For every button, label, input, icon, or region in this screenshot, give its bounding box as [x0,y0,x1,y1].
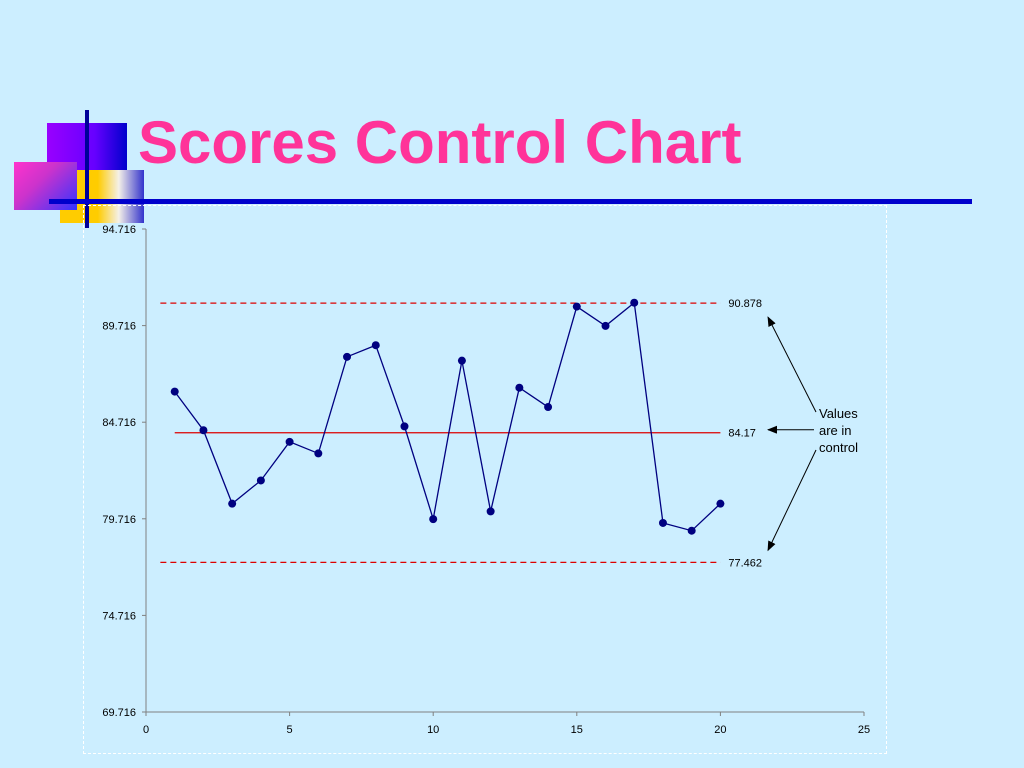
slide-title: Scores Control Chart [138,109,742,176]
center-line-label: 84.17 [728,428,756,440]
data-point [256,476,265,485]
data-point [371,341,380,350]
data-point [199,426,208,435]
data-point [343,352,352,361]
y-tick-label: 79.716 [102,514,136,526]
data-point [486,507,495,516]
lower-control-limit-label: 77.462 [728,557,762,569]
data-point [228,499,237,508]
y-tick-label: 89.716 [102,321,136,333]
y-tick-label: 84.716 [102,417,136,429]
tick-labels: 69.716 74.716 79.716 84.716 89.716 94.716 0 5 10… [102,224,870,736]
x-tick-label: 25 [858,724,870,736]
data-point [630,298,639,307]
arrow-to-lower-limit [767,449,817,552]
data-point [429,515,438,524]
data-point [400,422,409,431]
annotation-text: are in [819,423,852,438]
control-annotation: Values are in control [767,316,858,552]
data-point [572,302,581,311]
data-point [314,449,323,458]
data-point [544,403,553,412]
x-tick-label: 15 [571,724,583,736]
data-point [285,437,294,446]
data-point [658,518,667,527]
x-tick-label: 5 [287,724,293,736]
chart-frame [83,205,887,754]
series-line [174,301,721,532]
data-point [515,383,524,392]
data-series [170,298,725,535]
x-tick-label: 10 [427,724,439,736]
data-point [716,499,725,508]
x-tick-label: 20 [714,724,726,736]
data-point [687,526,696,535]
arrow-to-upper-limit [767,316,817,413]
x-tick-label: 0 [143,724,149,736]
y-tick-label: 94.716 [102,224,136,236]
control-lines: 90.878 84.17 77.462 [160,298,762,569]
chart-axes [142,228,865,716]
upper-control-limit-label: 90.878 [728,298,762,310]
y-tick-label: 69.716 [102,707,136,719]
title-underline-rule [49,199,972,204]
decor-vertical-rule [85,110,89,228]
data-point [601,321,610,330]
annotation-text: Values [819,406,858,421]
annotation-text: control [819,440,858,455]
data-point [457,356,466,365]
data-point [170,387,179,396]
y-tick-label: 74.716 [102,610,136,622]
